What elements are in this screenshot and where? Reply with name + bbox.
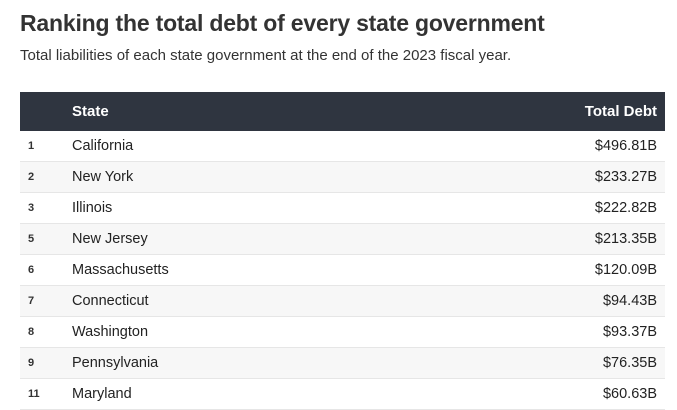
rank-cell: 11 [28, 388, 40, 400]
rank-cell: 9 [28, 357, 35, 369]
state-cell: Connecticut [72, 293, 149, 309]
table-row: 8 Washington $93.37B [20, 317, 665, 348]
table-row: 3 Illinois $222.82B [20, 193, 665, 224]
total-debt-cell: $222.82B [594, 200, 657, 216]
total-debt-cell: $496.81B [594, 138, 657, 154]
chart-title: Ranking the total debt of every state go… [20, 10, 545, 36]
debt-table: State Total Debt 1 California $496.81B 2 New… [20, 92, 665, 410]
table-header: State Total Debt [20, 92, 665, 131]
total-debt-cell: $120.09B [594, 262, 657, 278]
column-header-state[interactable]: State [72, 103, 109, 120]
table-row: 2 New York $233.27B [20, 162, 665, 193]
total-debt-cell: $93.37B [602, 324, 657, 340]
column-header-total-debt[interactable]: Total Debt [584, 103, 657, 120]
table-row: 11 Maryland $60.63B [20, 379, 665, 410]
state-cell: Massachusetts [72, 262, 169, 278]
rank-cell: 6 [28, 264, 35, 276]
state-cell: Pennsylvania [72, 355, 159, 371]
rank-cell: 1 [28, 140, 35, 152]
state-cell: Illinois [72, 200, 113, 216]
table-row: 6 Massachusetts $120.09B [20, 255, 665, 286]
state-cell: Washington [72, 324, 149, 340]
state-cell: New York [72, 169, 134, 185]
table-row: 5 New Jersey $213.35B [20, 224, 665, 255]
total-debt-cell: $76.35B [602, 355, 657, 371]
rank-cell: 8 [28, 326, 35, 338]
chart-subtitle: Total liabilities of each state governme… [20, 47, 512, 64]
rank-cell: 5 [28, 233, 35, 245]
rank-cell: 2 [28, 171, 35, 183]
table-body: 1 California $496.81B 2 New York $233.27B 3 Ill… [20, 131, 665, 410]
total-debt-cell: $213.35B [594, 231, 657, 247]
rank-cell: 7 [28, 295, 35, 307]
total-debt-cell: $60.63B [602, 386, 657, 402]
state-cell: California [72, 138, 134, 154]
table-row: 9 Pennsylvania $76.35B [20, 348, 665, 379]
total-debt-cell: $94.43B [602, 293, 657, 309]
state-cell: Maryland [72, 386, 132, 402]
table-row: 7 Connecticut $94.43B [20, 286, 665, 317]
state-cell: New Jersey [72, 231, 148, 247]
table-row: 1 California $496.81B [20, 131, 665, 162]
total-debt-cell: $233.27B [594, 169, 657, 185]
rank-cell: 3 [28, 202, 35, 214]
